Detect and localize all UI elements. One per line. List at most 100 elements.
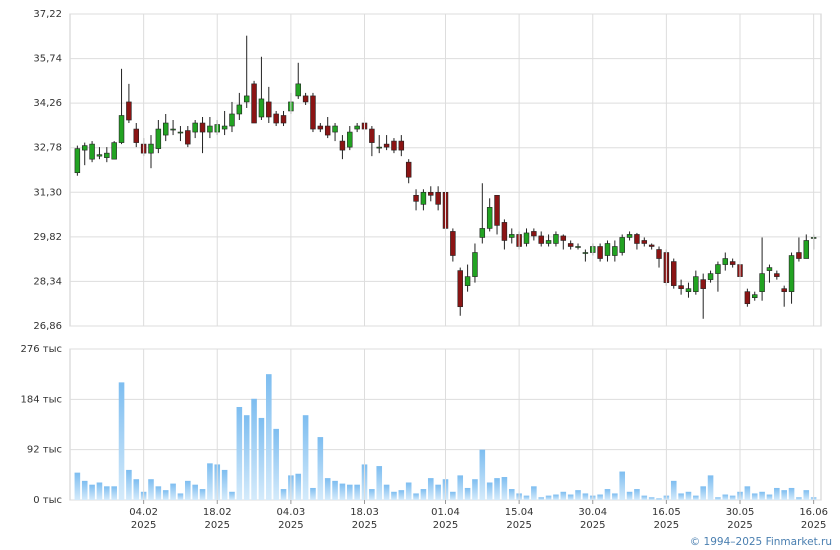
candle-body <box>391 140 397 151</box>
candle-body <box>199 122 206 133</box>
candle-body <box>671 261 677 286</box>
candle-body <box>744 291 751 305</box>
candle-body <box>509 234 515 238</box>
volume-bar <box>759 491 765 500</box>
volume-bar <box>177 493 184 500</box>
volume-bar <box>670 480 677 500</box>
candle-body <box>369 128 375 143</box>
volume-bar <box>450 491 456 500</box>
x-tick-label: 18.03 <box>350 507 379 518</box>
volume-bar <box>398 490 405 500</box>
candle-body <box>781 288 787 292</box>
volume-bar <box>420 489 427 500</box>
candle-body <box>759 273 765 292</box>
volume-bar <box>148 479 154 500</box>
candle-body <box>221 125 228 130</box>
candle-body <box>612 246 618 256</box>
candle-body <box>494 194 500 226</box>
candle-body <box>295 83 301 97</box>
volume-bar <box>774 487 780 500</box>
volume-bar <box>185 480 191 500</box>
candle-body <box>582 252 589 254</box>
volume-bar <box>715 497 721 500</box>
candle-body <box>796 252 802 259</box>
candle-body <box>479 228 486 238</box>
volume-bar <box>89 484 95 500</box>
volume-bar <box>391 491 397 500</box>
candle-body <box>266 101 272 118</box>
candle-body <box>111 142 117 160</box>
x-tick-year: 2025 <box>205 520 230 531</box>
volume-bar <box>405 482 412 500</box>
candle-body <box>126 101 132 121</box>
volume-bar <box>413 493 419 500</box>
y-tick-label: 31,30 <box>33 187 62 198</box>
x-tick-year: 2025 <box>801 520 826 531</box>
volume-bar <box>111 486 117 500</box>
x-tick-year: 2025 <box>580 520 605 531</box>
x-tick-label: 04.02 <box>129 507 158 518</box>
volume-bar <box>236 406 243 500</box>
y-tick-label: 184 тыс <box>21 394 62 405</box>
volume-bar <box>126 469 132 500</box>
volume-bar <box>545 495 552 500</box>
volume-bar <box>567 494 574 500</box>
x-tick-year: 2025 <box>654 520 679 531</box>
candle-body <box>641 240 648 244</box>
candle-body <box>501 222 508 241</box>
volume-bar <box>479 449 486 500</box>
candle-body <box>457 270 463 308</box>
volume-bar <box>243 415 250 500</box>
candle-body <box>251 83 257 124</box>
candle-body <box>192 122 198 133</box>
volume-bar <box>118 382 125 500</box>
y-tick-label: 34,26 <box>33 98 62 109</box>
volume-bar <box>265 374 272 500</box>
candle-body <box>133 128 139 143</box>
candle-body <box>685 288 692 292</box>
candle-body <box>89 143 95 160</box>
volume-bar <box>751 493 758 500</box>
volume-bar <box>729 495 736 500</box>
volume-bar <box>700 486 706 500</box>
volume-bar <box>656 498 662 500</box>
volume-bar <box>273 428 279 500</box>
y-tick-label: 28,34 <box>33 276 62 287</box>
candle-body <box>531 231 537 237</box>
volume-bar <box>332 480 338 500</box>
candle-body <box>538 235 544 244</box>
volume-bar <box>464 487 471 500</box>
candle-body <box>435 191 441 205</box>
candle-body <box>626 234 633 238</box>
volume-bar <box>575 490 581 500</box>
volume-bar <box>612 493 618 500</box>
candle-body <box>413 194 419 202</box>
volume-bar <box>538 497 545 500</box>
volume-bar <box>531 486 537 500</box>
volume-bar <box>170 483 176 500</box>
volume-bar <box>229 491 235 500</box>
volume-bar <box>678 493 684 500</box>
candle-body <box>604 243 611 256</box>
volume-bar <box>722 494 729 500</box>
volume-bar <box>766 494 773 500</box>
volume-bar <box>604 489 611 500</box>
volume-bar <box>133 479 140 500</box>
volume-bar <box>295 473 302 500</box>
volume-bar <box>626 491 633 500</box>
candle-body <box>317 125 324 130</box>
volume-bar <box>486 482 493 500</box>
volume-bar <box>494 478 500 500</box>
x-tick-label: 04.03 <box>277 507 306 518</box>
candle-body <box>567 243 574 247</box>
volume-bar <box>346 484 353 500</box>
volume-bar <box>199 489 206 500</box>
volume-bar <box>221 469 228 500</box>
volume-bar <box>376 466 383 500</box>
volume-bar <box>427 478 434 500</box>
volume-bar <box>685 491 692 500</box>
x-tick-label: 15.04 <box>505 507 534 518</box>
candle-body <box>74 148 81 174</box>
volume-bar <box>803 490 810 500</box>
volume-bar <box>501 477 508 500</box>
